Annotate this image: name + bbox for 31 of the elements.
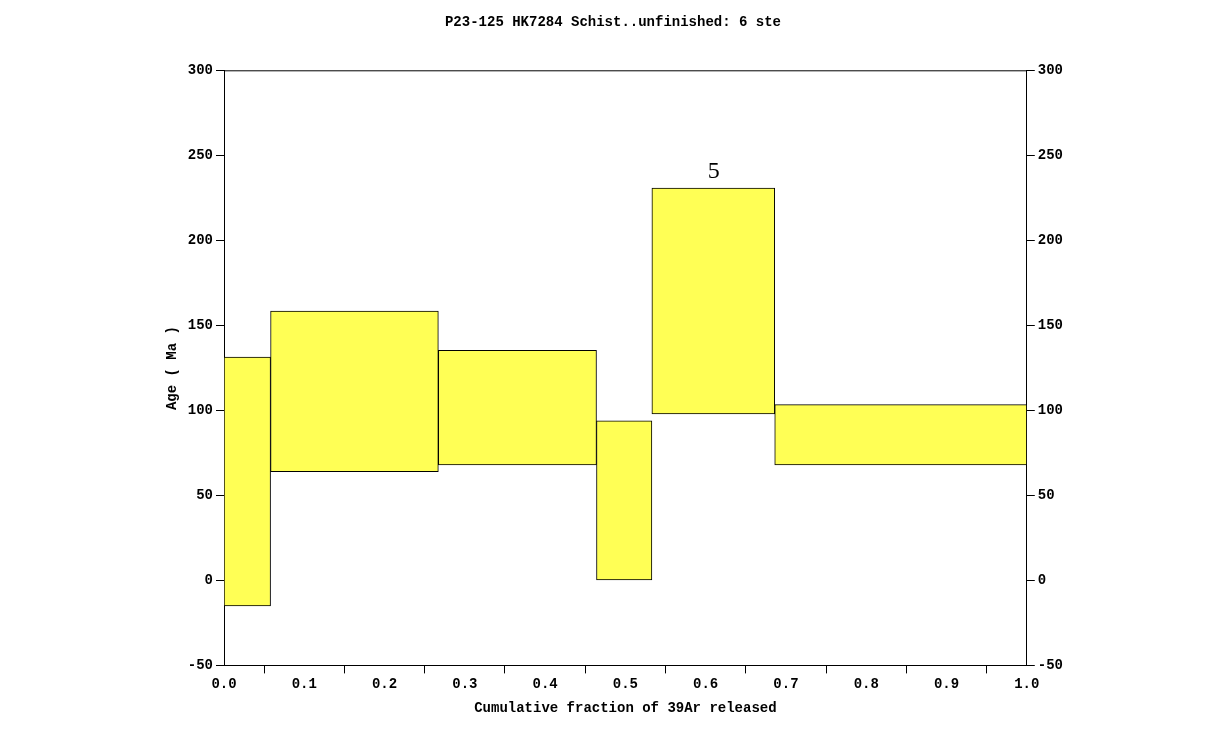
chart-title: P23-125 HK7284 Schist..unfinished: 6 ste [444, 13, 782, 30]
x-tick-label: 0.9 [933, 676, 960, 693]
x-tick-label: 0.4 [532, 676, 558, 693]
y-tick-label: -50 [187, 656, 213, 673]
y2-tick-label: -50 [1037, 656, 1064, 673]
x-tick-label: 0.7 [773, 676, 799, 693]
x-tick-label: 0.8 [853, 676, 879, 693]
y2-tick-label: 250 [1037, 147, 1064, 164]
y-tick-label: 100 [187, 402, 213, 419]
y2-tick-label: 0 [1037, 571, 1047, 588]
y-tick-label: 250 [187, 147, 213, 164]
y2-tick-label: 50 [1037, 487, 1055, 504]
x-tick-label: 0.0 [211, 676, 237, 693]
x-tick-label: 0.2 [371, 676, 398, 693]
y-tick-label: 200 [187, 232, 213, 249]
x-tick-label: 0.1 [291, 676, 317, 693]
y2-tick-label: 200 [1037, 232, 1064, 249]
y-tick-label: 150 [187, 317, 213, 334]
y2-tick-label: 100 [1037, 402, 1064, 419]
x-tick-label: 0.6 [693, 676, 719, 693]
x-axis-title: Cumulative fraction of 39Ar released [474, 700, 777, 717]
y-axis-title: Age ( Ma ) [163, 326, 180, 411]
y2-tick-label: 300 [1037, 62, 1064, 79]
y2-tick-label: 150 [1037, 317, 1064, 334]
annotation: 5 [707, 157, 720, 184]
y-tick-label: 50 [196, 487, 213, 504]
y-tick-label: 300 [187, 62, 213, 79]
y-tick-label: 0 [204, 571, 213, 588]
x-tick-label: 0.5 [612, 676, 639, 693]
x-tick-label: 1.0 [1014, 676, 1040, 693]
x-tick-label: 0.3 [452, 676, 478, 693]
